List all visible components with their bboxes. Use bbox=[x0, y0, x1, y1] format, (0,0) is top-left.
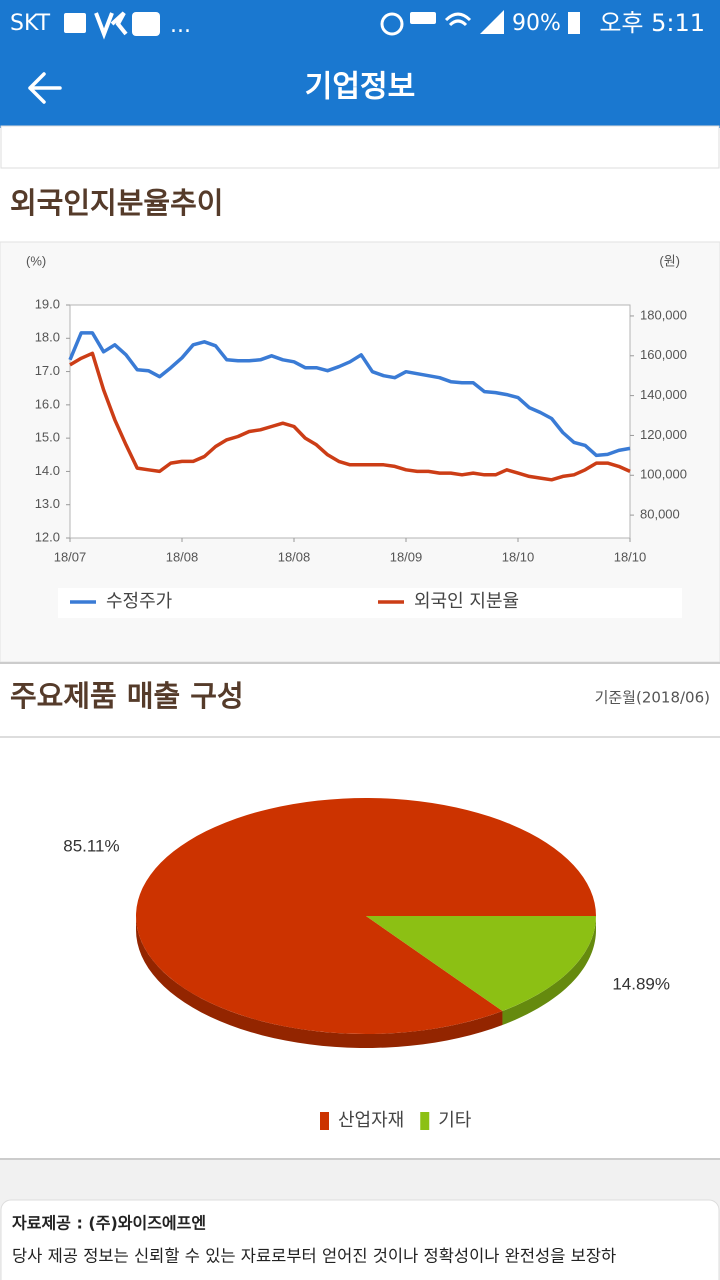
y-tick-label: 17.0 bbox=[35, 363, 60, 378]
app-icon bbox=[94, 11, 128, 40]
footer-card bbox=[0, 1199, 720, 1280]
pie-slice bbox=[366, 916, 596, 1011]
y2-tick-label: 140,000 bbox=[640, 387, 687, 402]
back-arrow[interactable] bbox=[28, 72, 62, 104]
legend-box bbox=[58, 588, 682, 618]
pie-slice-side bbox=[502, 916, 596, 1025]
section-title: 주요제품 매출 구성 bbox=[10, 679, 244, 713]
section-title: 외국인지분율추이 bbox=[10, 186, 223, 220]
plot-area bbox=[69, 304, 631, 539]
data-source: 자료제공 : (주)와이즈에프엔 bbox=[12, 1214, 206, 1233]
app-icon bbox=[132, 12, 160, 36]
battery-icon bbox=[568, 12, 580, 34]
carrier: SKT bbox=[10, 11, 51, 36]
disclaimer: 당사 제공 정보는 신뢰할 수 있는 자료로부터 얻어진 것이나 정확성이나 완… bbox=[12, 1247, 616, 1266]
legend-label: 수정주가 bbox=[106, 591, 172, 612]
base-month: 기준월(2018/06) bbox=[595, 689, 710, 707]
x-tick-label: 18/10 bbox=[502, 549, 535, 564]
y-tick-label: 14.0 bbox=[35, 463, 60, 478]
legend-swatch bbox=[320, 1112, 329, 1130]
x-tick-label: 18/07 bbox=[54, 549, 87, 564]
alarm-icon bbox=[380, 12, 404, 36]
gallery-icon bbox=[64, 13, 86, 33]
y-tick-label: 15.0 bbox=[35, 430, 60, 445]
y2-tick-label: 120,000 bbox=[640, 427, 687, 442]
legend-label: 기타 bbox=[438, 1110, 472, 1131]
pie-value-label: 14.89% bbox=[612, 975, 670, 994]
back-button[interactable] bbox=[28, 72, 62, 104]
y-tick-label: 18.0 bbox=[35, 330, 60, 345]
series-line bbox=[68, 331, 631, 458]
y-tick-label: 12.0 bbox=[35, 529, 60, 544]
screen-title: 기업정보 bbox=[305, 70, 415, 105]
y2-tick-label: 160,000 bbox=[640, 347, 687, 362]
y2-tick-label: 180,000 bbox=[640, 307, 687, 322]
voice-icon bbox=[410, 12, 436, 24]
legend-swatch bbox=[420, 1112, 430, 1130]
clock: 오후 5:11 bbox=[599, 9, 705, 37]
pie-value-label: 85.11% bbox=[63, 836, 119, 855]
x-tick-label: 18/10 bbox=[614, 549, 647, 564]
more-icons: ... bbox=[170, 13, 191, 38]
y2-axis-label: (원) bbox=[659, 253, 680, 268]
signal-icon bbox=[480, 10, 504, 34]
y-tick-label: 16.0 bbox=[35, 396, 60, 411]
y-axis-label: (%) bbox=[26, 253, 46, 268]
wifi-icon bbox=[444, 12, 472, 27]
y2-tick-label: 100,000 bbox=[640, 467, 687, 482]
y-tick-label: 19.0 bbox=[35, 296, 60, 311]
card bbox=[0, 125, 720, 169]
legend-label: 산업자재 bbox=[338, 1110, 404, 1131]
y2-tick-label: 80,000 bbox=[640, 507, 680, 522]
pie-slice-side bbox=[136, 916, 503, 1048]
x-tick-label: 18/08 bbox=[166, 549, 199, 564]
battery-level: 90% bbox=[512, 11, 561, 36]
series-line bbox=[69, 351, 631, 482]
x-tick-label: 18/08 bbox=[278, 549, 311, 564]
y-tick-label: 13.0 bbox=[35, 496, 60, 511]
legend-label: 외국인 지분율 bbox=[414, 591, 519, 612]
x-tick-label: 18/09 bbox=[390, 549, 423, 564]
